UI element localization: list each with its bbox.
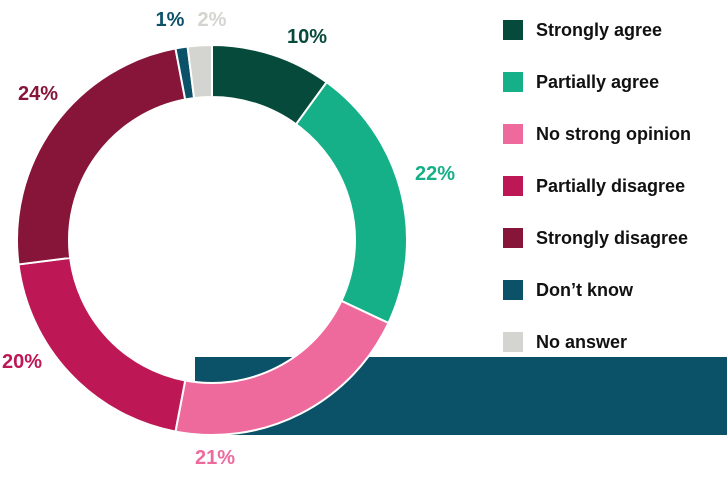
legend-swatch xyxy=(503,228,523,248)
legend-label: Partially agree xyxy=(536,71,660,92)
legend-item-no-answer: No answer xyxy=(503,316,691,368)
slice-labels: 10% 22% 21% 20% 24% 1% 2% xyxy=(2,9,455,469)
legend-swatch xyxy=(503,20,523,40)
legend-item-partially-agree: Partially agree xyxy=(503,56,691,108)
legend-swatch xyxy=(503,72,523,92)
slice-label-partially-agree: 22% xyxy=(415,163,455,185)
slice-label-no-answer: 2% xyxy=(198,9,227,31)
slice-label-don-t-know: 1% xyxy=(156,9,185,31)
slice-no-answer xyxy=(186,43,213,100)
legend-swatch xyxy=(503,280,523,300)
slice-label-strongly-agree: 10% xyxy=(287,26,327,48)
legend-item-strongly-disagree: Strongly disagree xyxy=(503,212,691,264)
legend-label: No strong opinion xyxy=(536,123,691,144)
slice-no-strong-opinion xyxy=(174,299,390,436)
slice-label-no-strong-opinion: 21% xyxy=(195,447,235,469)
slice-strongly-disagree xyxy=(16,47,187,266)
legend-label: Strongly agree xyxy=(536,19,663,40)
legend-swatch xyxy=(503,124,523,144)
legend-item-don-t-know: Don’t know xyxy=(503,264,691,316)
donut-slices xyxy=(16,43,408,436)
legend-label: No answer xyxy=(536,331,628,352)
slice-label-partially-disagree: 20% xyxy=(2,351,42,373)
legend: Strongly agree Partially agree No strong o… xyxy=(503,4,691,368)
slice-label-strongly-disagree: 24% xyxy=(18,83,58,105)
legend-label: Strongly disagree xyxy=(536,227,689,248)
legend-item-strongly-agree: Strongly agree xyxy=(503,4,691,56)
legend-label: Partially disagree xyxy=(536,175,686,196)
legend-label: Don’t know xyxy=(536,279,633,300)
legend-item-partially-disagree: Partially disagree xyxy=(503,160,691,212)
legend-item-no-strong-opinion: No strong opinion xyxy=(503,108,691,160)
slice-partially-agree xyxy=(294,80,408,325)
legend-swatch xyxy=(503,332,523,352)
slice-partially-disagree xyxy=(17,256,187,433)
legend-swatch xyxy=(503,176,523,196)
